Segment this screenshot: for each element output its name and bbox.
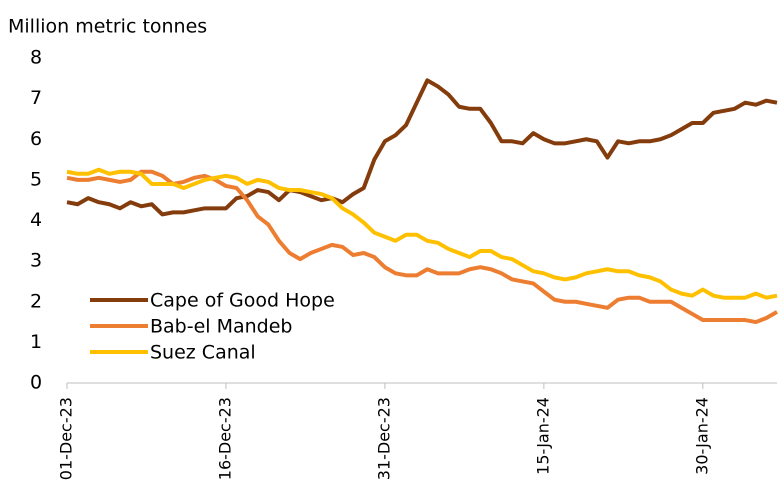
y-tick-label: 7 xyxy=(30,87,42,109)
series-line xyxy=(66,169,778,325)
legend-label: Bab-el Mandeb xyxy=(150,316,293,338)
x-tick-label: 01-Dec-23 xyxy=(57,397,76,480)
x-tick-label: 15-Jan-24 xyxy=(533,397,552,475)
y-tick-label: 0 xyxy=(30,372,42,394)
series-line xyxy=(66,78,778,217)
x-tick-label: 16-Dec-23 xyxy=(215,397,234,480)
y-tick-label: 5 xyxy=(30,168,42,190)
y-tick-label: 3 xyxy=(30,250,42,272)
x-tick-label: 30-Jan-24 xyxy=(692,397,711,475)
x-tick-label: 31-Dec-23 xyxy=(374,397,393,480)
y-tick-label: 2 xyxy=(30,290,42,312)
legend-label: Suez Canal xyxy=(150,342,256,364)
y-tick-label: 6 xyxy=(30,128,42,150)
legend-label: Cape of Good Hope xyxy=(150,290,335,312)
y-tick-label: 8 xyxy=(30,47,42,69)
y-tick-label: 1 xyxy=(30,331,42,353)
series-line xyxy=(66,167,778,300)
y-axis-label: Million metric tonnes xyxy=(8,16,207,38)
y-tick-label: 4 xyxy=(30,209,42,231)
